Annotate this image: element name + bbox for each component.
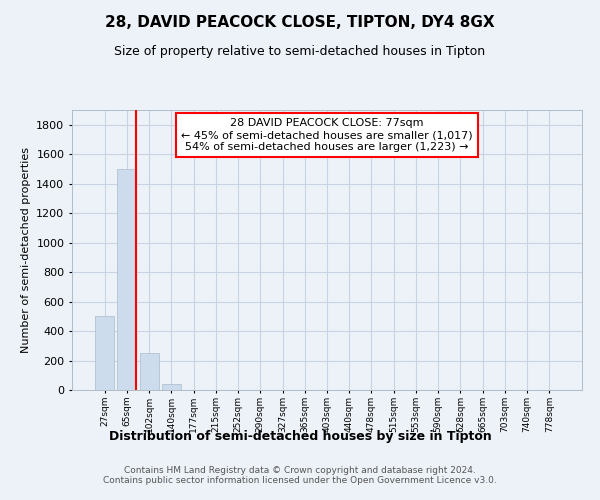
Text: Distribution of semi-detached houses by size in Tipton: Distribution of semi-detached houses by … — [109, 430, 491, 443]
Bar — [118, 169, 136, 390]
Bar — [95, 316, 114, 390]
Text: Contains HM Land Registry data © Crown copyright and database right 2024.
Contai: Contains HM Land Registry data © Crown c… — [103, 466, 497, 485]
Bar — [162, 384, 181, 390]
Bar — [140, 353, 158, 390]
Y-axis label: Number of semi-detached properties: Number of semi-detached properties — [20, 147, 31, 353]
Text: 28, DAVID PEACOCK CLOSE, TIPTON, DY4 8GX: 28, DAVID PEACOCK CLOSE, TIPTON, DY4 8GX — [105, 15, 495, 30]
Text: 28 DAVID PEACOCK CLOSE: 77sqm
← 45% of semi-detached houses are smaller (1,017)
: 28 DAVID PEACOCK CLOSE: 77sqm ← 45% of s… — [181, 118, 473, 152]
Text: Size of property relative to semi-detached houses in Tipton: Size of property relative to semi-detach… — [115, 45, 485, 58]
